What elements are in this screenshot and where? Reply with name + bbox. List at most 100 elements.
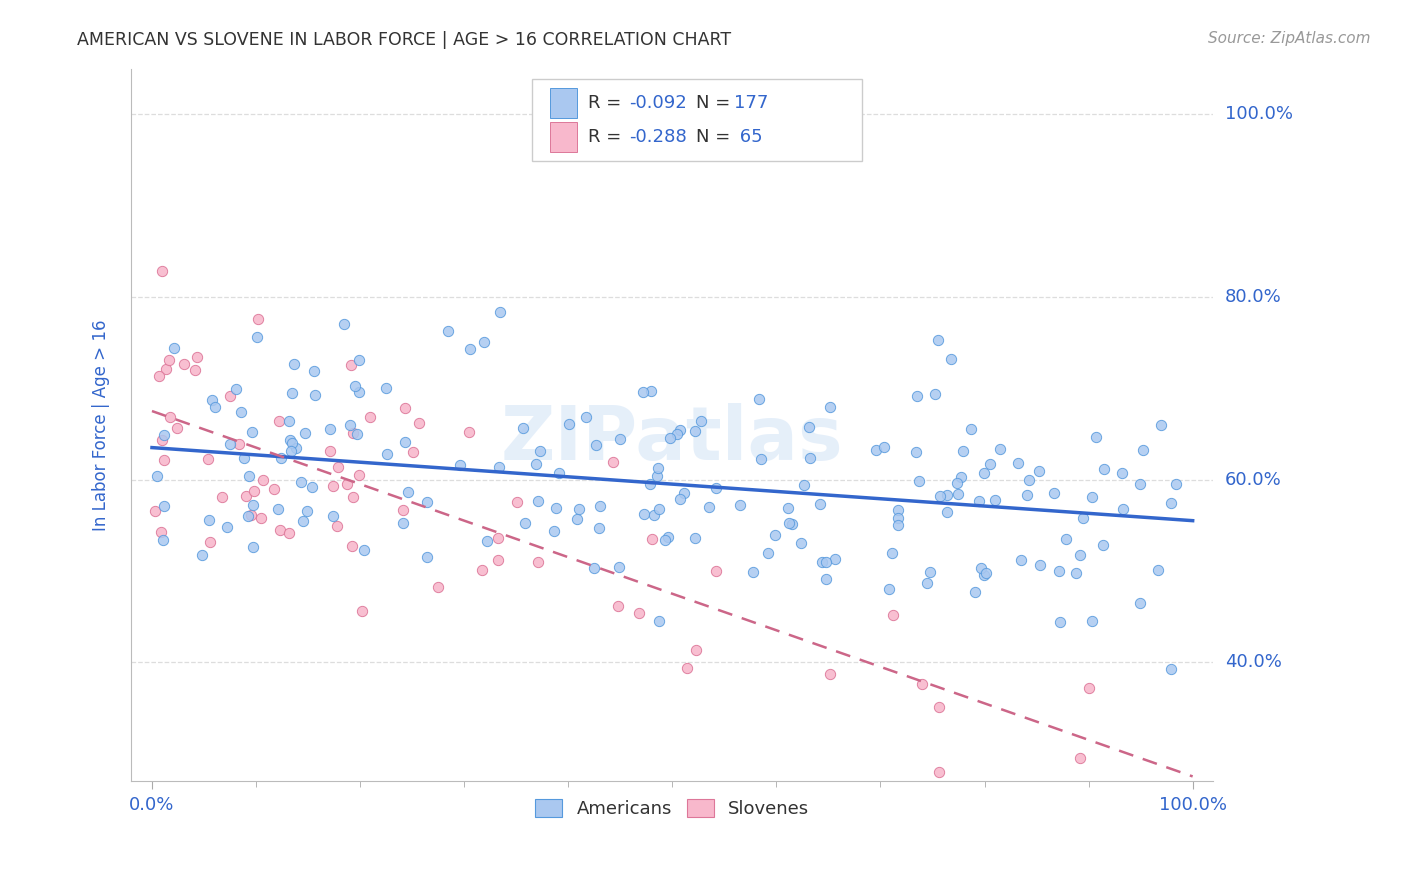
Point [477,534,499,549]
Point [489,305,512,319]
Point [704,481,727,495]
Point [609,559,631,574]
Point [359,409,381,424]
Point [1129,596,1152,610]
Point [928,700,950,714]
Point [973,568,995,582]
Text: 65: 65 [734,128,762,146]
Point [458,342,481,356]
Point [1132,442,1154,457]
Point [339,417,361,432]
Point [515,516,537,531]
Point [152,453,174,467]
Point [246,330,269,344]
Text: 80.0%: 80.0% [1225,288,1281,306]
Point [1150,417,1173,432]
Point [302,364,325,378]
Point [166,421,188,435]
Point [426,580,449,594]
Point [748,392,770,406]
Point [278,433,301,447]
Point [471,564,494,578]
Point [301,480,323,494]
Point [278,413,301,427]
Text: N =: N = [696,94,737,112]
Point [322,479,344,493]
Point [797,420,820,434]
Point [349,468,371,483]
Point [776,500,799,515]
Point [333,317,356,331]
Point [284,441,307,455]
Point [267,502,290,516]
Point [815,555,838,569]
Point [648,502,671,516]
Point [1085,430,1108,444]
Point [350,604,373,618]
Point [150,433,173,447]
Point [763,527,786,541]
Point [1018,473,1040,487]
Point [1071,510,1094,524]
Point [928,489,950,503]
Point [152,264,174,278]
Point [197,452,219,467]
Point [401,444,423,458]
Point [219,437,242,451]
Point [506,494,529,508]
Point [633,508,655,522]
Point [250,511,273,525]
Point [905,388,928,402]
Point [529,444,551,458]
Point [1064,566,1087,580]
Point [824,552,846,566]
Point [239,508,262,522]
Point [979,457,1001,471]
Point [143,504,166,518]
Point [974,566,997,580]
Point [280,435,302,450]
Point [347,385,370,400]
Point [235,489,257,503]
Point [647,461,669,475]
Point [1043,486,1066,500]
Point [643,508,665,522]
Point [676,661,699,675]
Point [157,352,180,367]
Point [295,504,318,518]
Text: N =: N = [696,128,737,146]
Text: -0.092: -0.092 [628,94,686,112]
Point [267,414,290,428]
Point [1017,488,1039,502]
Point [211,490,233,504]
Point [1160,662,1182,676]
Text: 40.0%: 40.0% [1225,653,1281,672]
Point [970,561,993,575]
Point [749,452,772,467]
Point [391,516,413,530]
Point [322,508,344,523]
Point [588,521,610,535]
Point [155,362,177,376]
Point [1160,495,1182,509]
Point [645,469,668,483]
Point [326,519,349,533]
Point [704,564,727,578]
Point [326,459,349,474]
Point [148,368,170,383]
Text: Source: ZipAtlas.com: Source: ZipAtlas.com [1208,31,1371,46]
Point [153,500,176,514]
Point [527,555,550,569]
Point [1111,466,1133,480]
Point [242,498,264,512]
Point [685,642,707,657]
Point [1028,464,1050,478]
Point [967,493,990,508]
Point [1094,461,1116,475]
Point [292,514,315,528]
Point [243,483,266,498]
Point [585,438,607,452]
Point [204,400,226,414]
Point [524,457,547,471]
Point [915,576,938,591]
